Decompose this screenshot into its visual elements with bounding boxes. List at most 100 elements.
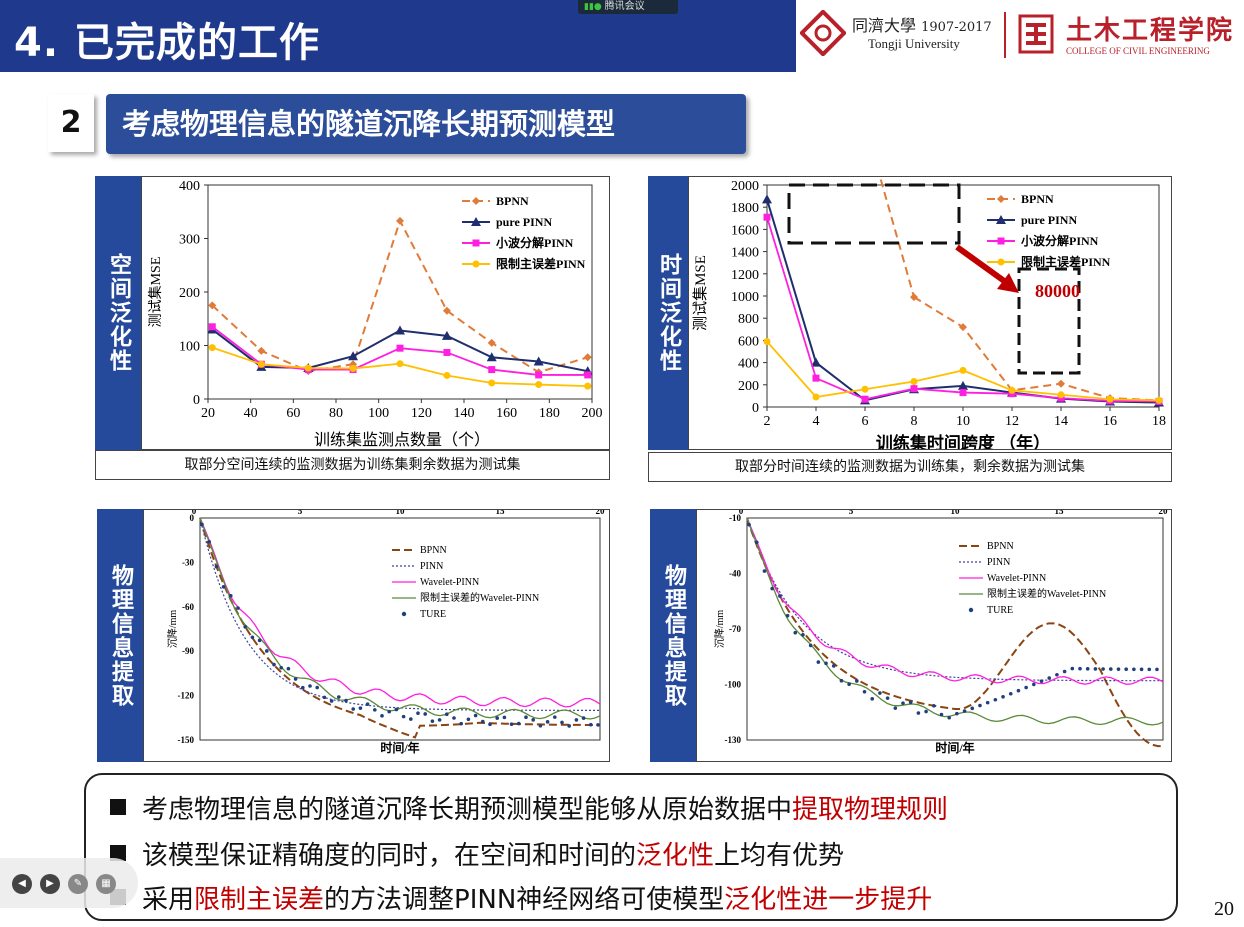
x-tick-label: 20 xyxy=(596,509,606,516)
true-point xyxy=(236,606,240,610)
true-point xyxy=(495,716,500,720)
x-tick-label: 6 xyxy=(862,414,869,429)
legend-entry: BPNN xyxy=(987,541,1014,552)
data-point xyxy=(443,371,451,379)
bpnn-offscale-line xyxy=(879,177,915,298)
legend-entry: 小波分解PINN xyxy=(1021,233,1099,248)
true-point xyxy=(916,711,921,715)
curve-0 xyxy=(746,517,1163,748)
data-point xyxy=(812,393,820,401)
data-point xyxy=(1057,391,1065,399)
true-point xyxy=(908,700,913,705)
y-tick-label: 1000 xyxy=(731,290,759,305)
data-point xyxy=(486,352,497,362)
legend-marker xyxy=(472,260,480,268)
x-tick-label: 120 xyxy=(411,406,432,421)
curve-1 xyxy=(199,517,600,711)
legend-entry: BPNN xyxy=(496,194,529,208)
legend-entry: pure PINN xyxy=(1021,213,1077,227)
true-point xyxy=(322,695,327,700)
y-axis-label: 沉降/mm xyxy=(713,610,726,649)
y-tick-label: 2000 xyxy=(731,179,759,194)
true-point xyxy=(870,697,875,701)
bullet-1: 考虑物理信息的隧道沉降长期预测模型能够从原始数据中提取物理规则 xyxy=(110,789,948,826)
true-point xyxy=(502,715,507,720)
y-tick-label: -60 xyxy=(182,602,194,612)
x-tick-label: 2 xyxy=(764,414,771,429)
legend-marker xyxy=(968,607,974,613)
true-point xyxy=(207,539,211,544)
true-point xyxy=(344,698,348,703)
x-axis-label: 训练集监测点数量（个） xyxy=(314,431,490,449)
data-point xyxy=(396,360,404,368)
true-point xyxy=(481,719,485,724)
legend-entry: TURE xyxy=(420,609,446,620)
temporal-chart: 2 4 6 8 10 12 14 16 18 0 200 400 600 800 1000 1200 1400 1… xyxy=(688,176,1172,450)
data-point xyxy=(763,213,771,221)
y-axis-label: 沉降/mm xyxy=(166,610,179,649)
legend-entry: TURE xyxy=(987,605,1013,616)
data-point xyxy=(1008,386,1016,394)
true-point xyxy=(387,709,391,714)
true-point xyxy=(373,708,377,712)
next-icon[interactable]: ▶ xyxy=(40,874,60,894)
highlight-box-2 xyxy=(1017,267,1081,375)
legend-entry: 限制主误差PINN xyxy=(496,256,586,271)
true-point xyxy=(901,701,905,705)
meeting-indicator[interactable]: ▮▮● 腾讯会议 xyxy=(578,0,678,14)
true-point xyxy=(409,717,413,721)
physics-chart-2: 0 5 10 15 20 -10 -40 -70 -100 -130 BPNN PINN Wavelet… xyxy=(696,509,1172,762)
data-point xyxy=(910,377,918,385)
x-tick-label: 15 xyxy=(496,509,506,516)
y-tick-label: -90 xyxy=(182,646,194,656)
y-tick-label: 0 xyxy=(190,513,195,523)
true-point xyxy=(985,700,990,705)
data-point xyxy=(304,364,312,372)
x-tick-label: 140 xyxy=(454,406,475,421)
true-point xyxy=(808,643,813,648)
true-point xyxy=(801,632,805,637)
x-tick-label: 10 xyxy=(396,509,406,516)
x-tick-label: 200 xyxy=(582,406,603,421)
x-axis-label: 训练集时间跨度 （年） xyxy=(876,433,1050,450)
x-tick-label: 5 xyxy=(849,509,854,516)
y-tick-label: 800 xyxy=(738,312,759,327)
tongji-name-cn: 同濟大學 1907-2017 xyxy=(852,16,992,35)
data-point xyxy=(533,356,544,366)
true-point xyxy=(855,679,859,683)
slide-player-controls: ◀ ▶ ✎ ▦ xyxy=(0,858,138,908)
true-point xyxy=(257,638,262,643)
legend-marker xyxy=(471,217,481,226)
college-name-cn: 土木工程学院 xyxy=(1066,16,1235,46)
series-line-0 xyxy=(913,296,1160,402)
true-point xyxy=(962,709,967,713)
data-point xyxy=(959,323,967,332)
true-point xyxy=(243,625,247,629)
legend-marker xyxy=(996,215,1006,224)
true-point xyxy=(545,720,550,724)
true-point xyxy=(509,722,514,727)
physics-label-2: 物理信息提取 xyxy=(650,509,696,762)
meeting-label: 腾讯会议 xyxy=(604,1,645,12)
data-point xyxy=(763,338,771,346)
data-point xyxy=(257,360,265,368)
y-tick-label: 0 xyxy=(193,393,200,408)
data-point xyxy=(1106,395,1114,403)
y-tick-label: 200 xyxy=(738,379,759,394)
y-tick-label: -40 xyxy=(729,569,741,579)
true-point xyxy=(517,721,521,726)
true-point xyxy=(924,709,928,714)
prev-icon[interactable]: ◀ xyxy=(12,874,32,894)
x-tick-label: 160 xyxy=(496,406,517,421)
data-point xyxy=(959,389,967,397)
grid-icon[interactable]: ▦ xyxy=(96,874,116,894)
true-point xyxy=(437,718,442,722)
curve-3 xyxy=(199,517,601,720)
legend-entry: pure PINN xyxy=(496,215,552,229)
pen-icon[interactable]: ✎ xyxy=(68,874,88,894)
y-tick-label: 200 xyxy=(179,286,200,301)
spatial-label: 空间泛化性 xyxy=(95,176,141,450)
x-axis-label: 时间/年 xyxy=(380,740,419,755)
true-point xyxy=(574,718,579,722)
